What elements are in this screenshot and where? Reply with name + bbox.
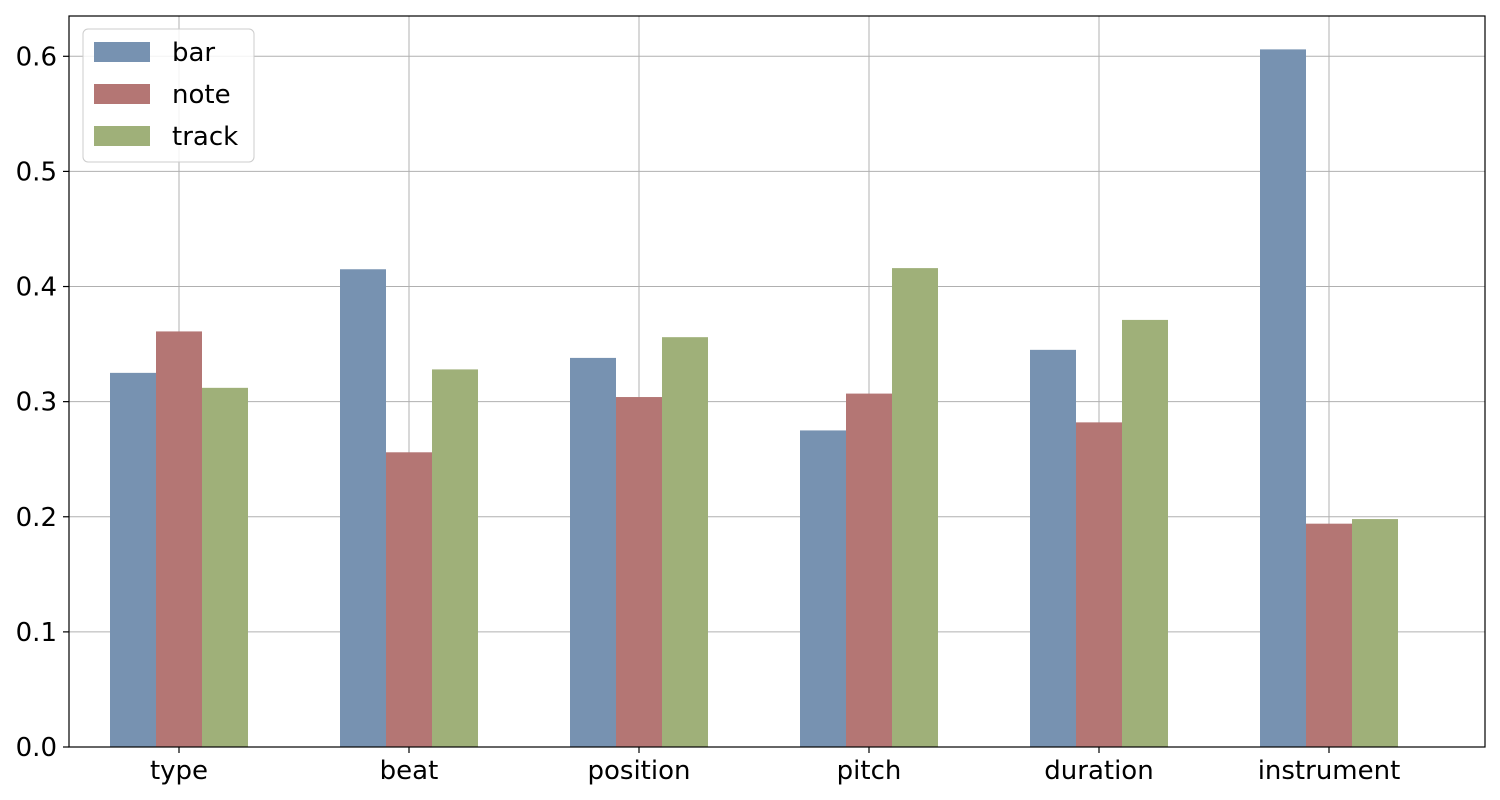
x-tick-label-duration: duration: [1044, 756, 1153, 786]
legend-label-bar: bar: [172, 38, 215, 68]
bar-track-pitch: [892, 268, 938, 747]
y-tick-label-2: 0.2: [16, 503, 57, 533]
legend-label-track: track: [172, 122, 238, 152]
y-tick-label-0: 0.0: [16, 733, 57, 763]
y-tick-label-4: 0.4: [16, 273, 57, 303]
bar-note-duration: [1076, 422, 1122, 747]
axis-ticks: 0.0 0.1 0.2 0.3 0.4 0.5 0.6 type beat position pit…: [16, 42, 1401, 786]
bar-track-position: [662, 337, 708, 747]
plot-frame: [68, 15, 1486, 748]
bar-track-duration: [1122, 319, 1168, 747]
y-tick-label-1: 0.1: [16, 618, 57, 648]
y-tick-label-3: 0.3: [16, 388, 57, 418]
x-tick-label-instrument: instrument: [1258, 756, 1401, 786]
legend-label-note: note: [172, 80, 231, 110]
legend: bar note track: [82, 28, 255, 163]
bar-bar-type: [110, 372, 156, 747]
bar-note-pitch: [846, 393, 892, 747]
bar-note-beat: [386, 452, 432, 747]
x-tick-label-type: type: [150, 756, 208, 786]
bar-bar-beat: [340, 269, 386, 747]
legend-swatch-bar: [94, 42, 150, 62]
bar-note-instrument: [1306, 523, 1352, 747]
bar-bar-position: [570, 357, 616, 747]
bar-bar-instrument: [1260, 49, 1306, 747]
bar-track-instrument: [1352, 519, 1398, 747]
legend-swatch-note: [94, 84, 150, 104]
bar-bar-duration: [1030, 349, 1076, 747]
bar-track-beat: [432, 369, 478, 747]
legend-swatch-track: [94, 126, 150, 146]
bar-bar-pitch: [800, 430, 846, 747]
x-tick-label-pitch: pitch: [837, 756, 902, 786]
x-tick-label-beat: beat: [380, 756, 439, 786]
bar-note-position: [616, 397, 662, 747]
bar-track-type: [202, 387, 248, 747]
y-tick-label-5: 0.5: [16, 157, 57, 187]
y-tick-label-6: 0.6: [16, 42, 57, 72]
bars: [110, 49, 1398, 747]
bar-note-type: [156, 331, 202, 747]
x-tick-label-position: position: [588, 756, 691, 786]
